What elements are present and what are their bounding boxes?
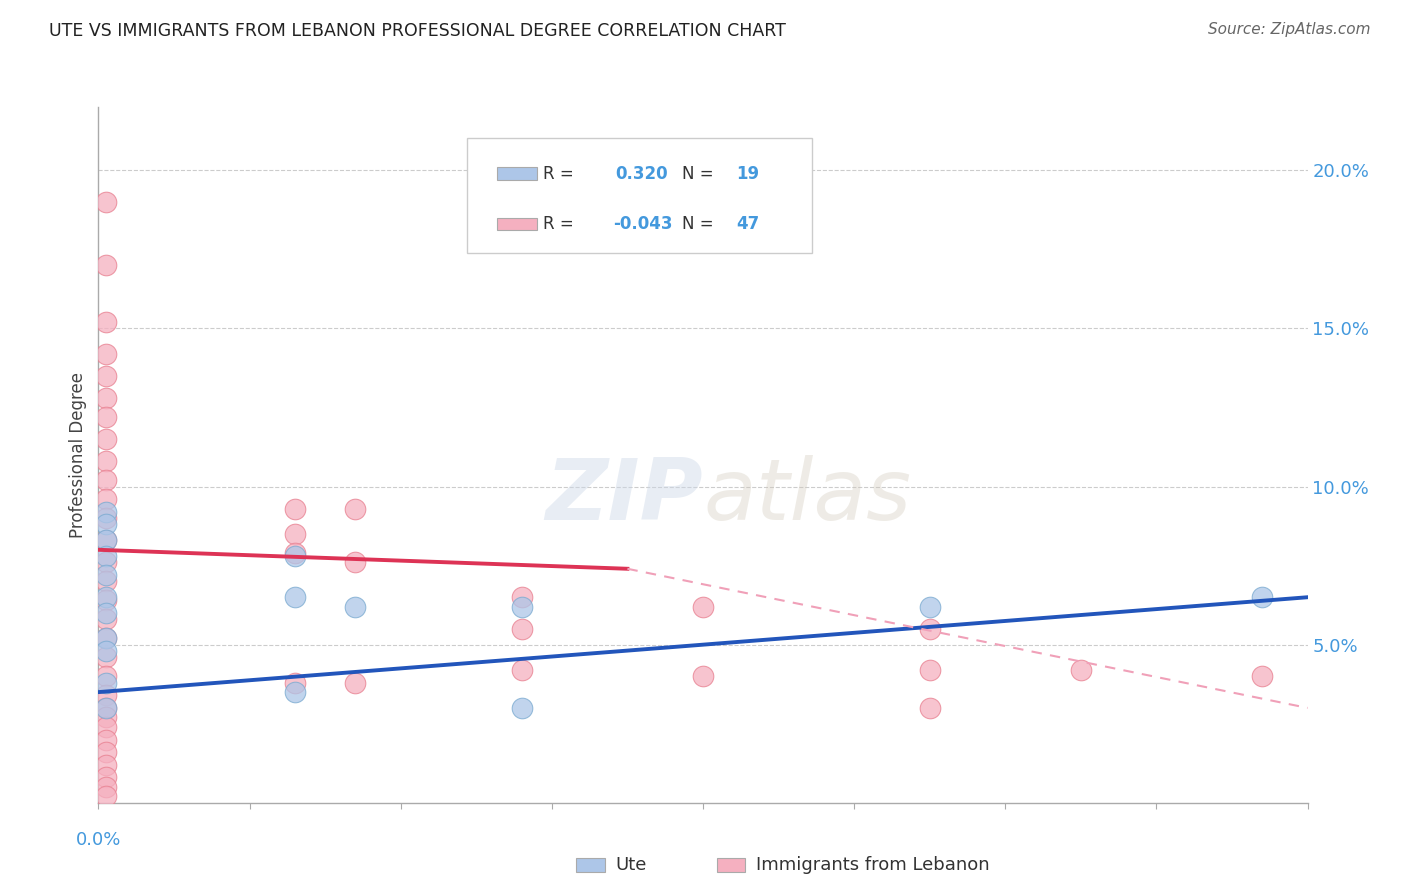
Point (94, 606, 117, 620)
Point (94, 549, 117, 563)
Point (94, 505, 117, 519)
Text: Ute: Ute (616, 856, 647, 874)
Point (94, 347, 117, 361)
Text: N =: N = (682, 164, 718, 183)
Point (94, 473, 117, 487)
Point (94, 517, 117, 532)
FancyBboxPatch shape (498, 168, 537, 180)
Point (94, 701, 117, 715)
Point (94, 612, 117, 626)
Point (94, 368, 117, 383)
Point (918, 622, 941, 636)
Text: 0.320: 0.320 (616, 164, 668, 183)
Point (94, 591, 117, 605)
Text: Immigrants from Lebanon: Immigrants from Lebanon (756, 856, 990, 874)
Point (1251, 591, 1274, 605)
Point (918, 663, 941, 677)
Point (94, 568, 117, 582)
Point (94, 710, 117, 724)
Text: 0.0%: 0.0% (76, 830, 121, 848)
Point (692, 669, 714, 683)
Point (94, 533, 117, 548)
Text: ZIP: ZIP (546, 455, 703, 538)
Point (94, 757, 117, 772)
Text: -0.043: -0.043 (613, 215, 673, 233)
FancyBboxPatch shape (467, 138, 811, 253)
Y-axis label: Professional Degree: Professional Degree (69, 372, 87, 538)
Point (344, 556, 367, 570)
Point (94, 771, 117, 785)
Point (94, 511, 117, 525)
Point (94, 780, 117, 794)
Text: atlas: atlas (703, 455, 911, 538)
Point (94, 432, 117, 446)
Point (918, 599, 941, 614)
Point (510, 622, 533, 636)
Point (94, 688, 117, 702)
Point (94, 409, 117, 424)
Point (284, 675, 307, 690)
Point (94, 650, 117, 665)
Point (284, 591, 307, 605)
Point (692, 599, 714, 614)
Point (94, 720, 117, 734)
Text: R =: R = (543, 164, 585, 183)
Point (94, 675, 117, 690)
Text: R =: R = (543, 215, 579, 233)
Text: UTE VS IMMIGRANTS FROM LEBANON PROFESSIONAL DEGREE CORRELATION CHART: UTE VS IMMIGRANTS FROM LEBANON PROFESSIO… (49, 22, 786, 40)
Text: Source: ZipAtlas.com: Source: ZipAtlas.com (1208, 22, 1371, 37)
Point (94, 315, 117, 329)
Point (344, 599, 367, 614)
Point (918, 701, 941, 715)
Point (94, 533, 117, 548)
Text: 19: 19 (737, 164, 759, 183)
Point (94, 732, 117, 747)
Text: 47: 47 (737, 215, 759, 233)
Point (284, 549, 307, 563)
Point (94, 789, 117, 804)
FancyBboxPatch shape (498, 218, 537, 230)
Point (94, 669, 117, 683)
Point (510, 599, 533, 614)
Point (94, 745, 117, 759)
Point (94, 454, 117, 468)
Text: N =: N = (682, 215, 718, 233)
Point (1070, 663, 1092, 677)
Point (510, 663, 533, 677)
Point (284, 546, 307, 560)
Point (94, 701, 117, 715)
Point (344, 675, 367, 690)
Point (284, 527, 307, 541)
Point (94, 556, 117, 570)
Point (94, 593, 117, 607)
Point (94, 644, 117, 658)
Point (94, 574, 117, 589)
Point (94, 632, 117, 646)
Point (94, 258, 117, 272)
Point (94, 194, 117, 209)
Point (94, 492, 117, 507)
Point (344, 501, 367, 516)
Point (1251, 669, 1274, 683)
Point (94, 391, 117, 405)
Point (284, 685, 307, 699)
Point (510, 701, 533, 715)
Point (94, 632, 117, 646)
Point (284, 501, 307, 516)
Point (510, 591, 533, 605)
